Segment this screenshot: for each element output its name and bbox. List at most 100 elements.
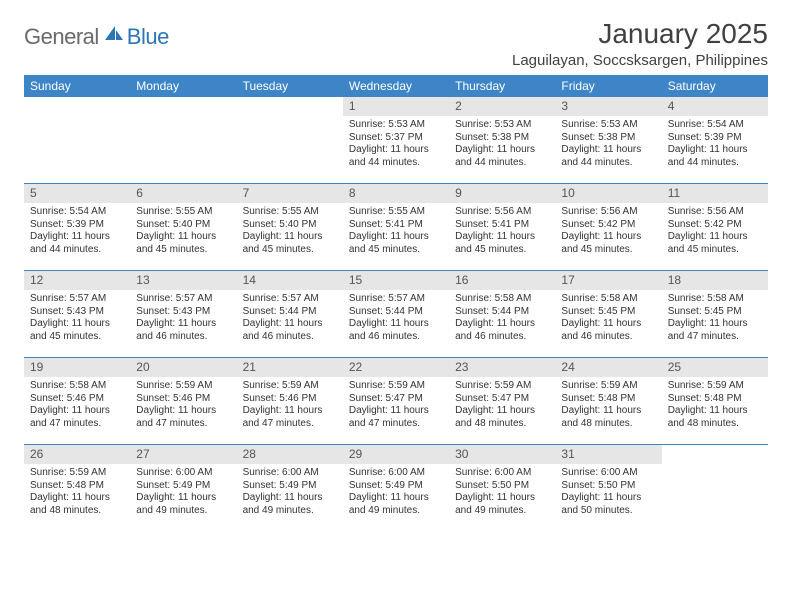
calendar-cell: 27Sunrise: 6:00 AMSunset: 5:49 PMDayligh… (130, 445, 236, 531)
calendar-cell: 10Sunrise: 5:56 AMSunset: 5:42 PMDayligh… (555, 184, 661, 270)
day-number: 18 (662, 271, 768, 290)
calendar-week: 12Sunrise: 5:57 AMSunset: 5:43 PMDayligh… (24, 271, 768, 358)
sunrise-text: Sunrise: 6:00 AM (243, 467, 337, 480)
day-number: 30 (449, 445, 555, 464)
daylight-text: Daylight: 11 hours and 45 minutes. (668, 231, 762, 256)
daylight-text: Daylight: 11 hours and 44 minutes. (349, 144, 443, 169)
day-number: 2 (449, 97, 555, 116)
calendar-cell: 11Sunrise: 5:56 AMSunset: 5:42 PMDayligh… (662, 184, 768, 270)
calendar-cell: 6Sunrise: 5:55 AMSunset: 5:40 PMDaylight… (130, 184, 236, 270)
sunrise-text: Sunrise: 5:59 AM (136, 380, 230, 393)
day-body: Sunrise: 5:53 AMSunset: 5:37 PMDaylight:… (343, 116, 449, 173)
sunset-text: Sunset: 5:45 PM (561, 306, 655, 319)
daylight-text: Daylight: 11 hours and 46 minutes. (349, 318, 443, 343)
sunrise-text: Sunrise: 5:59 AM (561, 380, 655, 393)
weekday-header: Saturday (662, 75, 768, 97)
daylight-text: Daylight: 11 hours and 47 minutes. (668, 318, 762, 343)
sunset-text: Sunset: 5:46 PM (243, 393, 337, 406)
day-number: 24 (555, 358, 661, 377)
day-number: 13 (130, 271, 236, 290)
daylight-text: Daylight: 11 hours and 47 minutes. (349, 405, 443, 430)
calendar-cell: 15Sunrise: 5:57 AMSunset: 5:44 PMDayligh… (343, 271, 449, 357)
sunrise-text: Sunrise: 5:57 AM (136, 293, 230, 306)
day-number: 20 (130, 358, 236, 377)
day-body: Sunrise: 5:59 AMSunset: 5:48 PMDaylight:… (555, 377, 661, 434)
day-number: 23 (449, 358, 555, 377)
sunset-text: Sunset: 5:38 PM (561, 132, 655, 145)
weekday-header: Monday (130, 75, 236, 97)
day-number: 10 (555, 184, 661, 203)
day-number: 21 (237, 358, 343, 377)
calendar-cell: 9Sunrise: 5:56 AMSunset: 5:41 PMDaylight… (449, 184, 555, 270)
sunrise-text: Sunrise: 6:00 AM (455, 467, 549, 480)
sunset-text: Sunset: 5:50 PM (455, 480, 549, 493)
calendar-week: 1Sunrise: 5:53 AMSunset: 5:37 PMDaylight… (24, 97, 768, 184)
calendar-cell: 8Sunrise: 5:55 AMSunset: 5:41 PMDaylight… (343, 184, 449, 270)
day-number: 26 (24, 445, 130, 464)
calendar-cell: 30Sunrise: 6:00 AMSunset: 5:50 PMDayligh… (449, 445, 555, 531)
sunrise-text: Sunrise: 5:57 AM (243, 293, 337, 306)
calendar-cell: 26Sunrise: 5:59 AMSunset: 5:48 PMDayligh… (24, 445, 130, 531)
day-number: 12 (24, 271, 130, 290)
day-body: Sunrise: 5:59 AMSunset: 5:46 PMDaylight:… (237, 377, 343, 434)
calendar-cell (130, 97, 236, 183)
sunrise-text: Sunrise: 5:59 AM (30, 467, 124, 480)
day-body: Sunrise: 5:54 AMSunset: 5:39 PMDaylight:… (662, 116, 768, 173)
day-body: Sunrise: 5:59 AMSunset: 5:48 PMDaylight:… (24, 464, 130, 521)
day-body: Sunrise: 6:00 AMSunset: 5:50 PMDaylight:… (449, 464, 555, 521)
sunset-text: Sunset: 5:46 PM (30, 393, 124, 406)
sunset-text: Sunset: 5:42 PM (561, 219, 655, 232)
day-body: Sunrise: 5:58 AMSunset: 5:44 PMDaylight:… (449, 290, 555, 347)
brand-logo: General Blue (24, 18, 169, 50)
daylight-text: Daylight: 11 hours and 46 minutes. (136, 318, 230, 343)
brand-sail-icon (103, 24, 125, 47)
daylight-text: Daylight: 11 hours and 44 minutes. (561, 144, 655, 169)
sunrise-text: Sunrise: 5:59 AM (349, 380, 443, 393)
day-body: Sunrise: 5:59 AMSunset: 5:46 PMDaylight:… (130, 377, 236, 434)
calendar-cell: 18Sunrise: 5:58 AMSunset: 5:45 PMDayligh… (662, 271, 768, 357)
calendar-cell: 23Sunrise: 5:59 AMSunset: 5:47 PMDayligh… (449, 358, 555, 444)
day-number: 11 (662, 184, 768, 203)
day-body: Sunrise: 5:57 AMSunset: 5:44 PMDaylight:… (237, 290, 343, 347)
day-body: Sunrise: 5:59 AMSunset: 5:48 PMDaylight:… (662, 377, 768, 434)
sunrise-text: Sunrise: 5:55 AM (243, 206, 337, 219)
sunset-text: Sunset: 5:42 PM (668, 219, 762, 232)
day-body: Sunrise: 5:57 AMSunset: 5:43 PMDaylight:… (130, 290, 236, 347)
sunrise-text: Sunrise: 5:58 AM (455, 293, 549, 306)
sunrise-text: Sunrise: 5:53 AM (561, 119, 655, 132)
daylight-text: Daylight: 11 hours and 48 minutes. (30, 492, 124, 517)
daylight-text: Daylight: 11 hours and 49 minutes. (136, 492, 230, 517)
calendar-cell: 19Sunrise: 5:58 AMSunset: 5:46 PMDayligh… (24, 358, 130, 444)
sunrise-text: Sunrise: 5:55 AM (136, 206, 230, 219)
sunset-text: Sunset: 5:44 PM (243, 306, 337, 319)
day-body: Sunrise: 5:56 AMSunset: 5:41 PMDaylight:… (449, 203, 555, 260)
daylight-text: Daylight: 11 hours and 47 minutes. (30, 405, 124, 430)
daylight-text: Daylight: 11 hours and 47 minutes. (243, 405, 337, 430)
sunrise-text: Sunrise: 6:00 AM (561, 467, 655, 480)
calendar-cell: 20Sunrise: 5:59 AMSunset: 5:46 PMDayligh… (130, 358, 236, 444)
day-body: Sunrise: 5:55 AMSunset: 5:40 PMDaylight:… (237, 203, 343, 260)
calendar-cell: 29Sunrise: 6:00 AMSunset: 5:49 PMDayligh… (343, 445, 449, 531)
sunset-text: Sunset: 5:37 PM (349, 132, 443, 145)
day-number: 19 (24, 358, 130, 377)
calendar-cell: 22Sunrise: 5:59 AMSunset: 5:47 PMDayligh… (343, 358, 449, 444)
sunrise-text: Sunrise: 5:55 AM (349, 206, 443, 219)
month-title: January 2025 (512, 18, 768, 50)
sunset-text: Sunset: 5:49 PM (136, 480, 230, 493)
day-number: 7 (237, 184, 343, 203)
calendar-cell: 14Sunrise: 5:57 AMSunset: 5:44 PMDayligh… (237, 271, 343, 357)
sunset-text: Sunset: 5:40 PM (243, 219, 337, 232)
day-number: 5 (24, 184, 130, 203)
calendar-week: 26Sunrise: 5:59 AMSunset: 5:48 PMDayligh… (24, 445, 768, 531)
daylight-text: Daylight: 11 hours and 46 minutes. (455, 318, 549, 343)
calendar-cell (237, 97, 343, 183)
sunset-text: Sunset: 5:49 PM (243, 480, 337, 493)
daylight-text: Daylight: 11 hours and 45 minutes. (243, 231, 337, 256)
day-number: 9 (449, 184, 555, 203)
day-number: 6 (130, 184, 236, 203)
day-number: 8 (343, 184, 449, 203)
day-number: 27 (130, 445, 236, 464)
sunset-text: Sunset: 5:44 PM (349, 306, 443, 319)
day-number: 22 (343, 358, 449, 377)
sunset-text: Sunset: 5:43 PM (136, 306, 230, 319)
